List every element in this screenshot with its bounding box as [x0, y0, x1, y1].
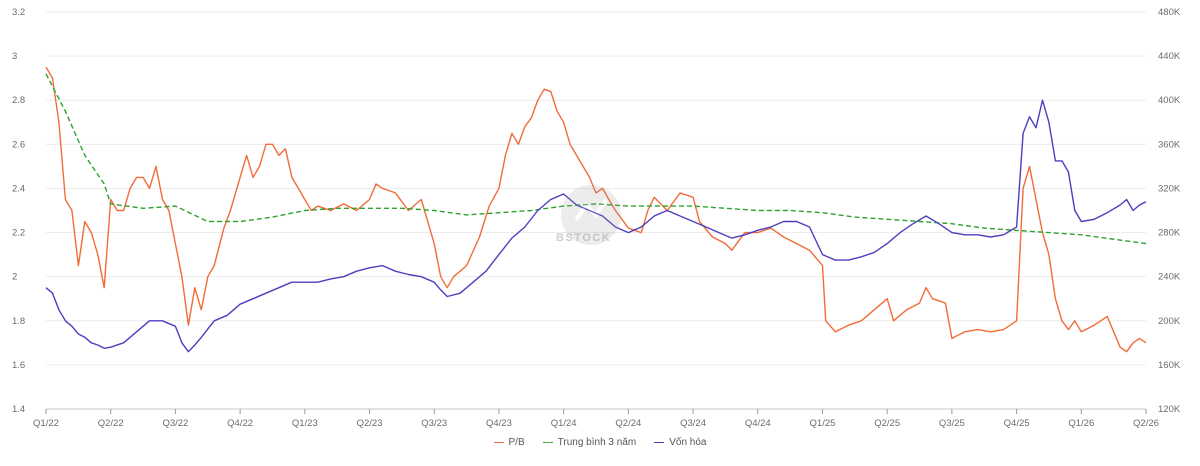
legend-item-market-cap[interactable]: Vốn hóa	[654, 437, 706, 448]
x-tick-label: Q1/22	[33, 418, 59, 429]
right-tick-label: 120K	[1158, 404, 1181, 415]
right-tick-label: 200K	[1158, 316, 1181, 327]
left-tick-label: 1.8	[12, 316, 25, 327]
x-tick-label: Q1/25	[810, 418, 836, 429]
legend-swatch-market-cap	[654, 442, 665, 443]
left-tick-label: 2.8	[12, 95, 25, 106]
legend-label-avg3y: Trung bình 3 năm	[557, 437, 637, 448]
right-tick-label: 480K	[1158, 7, 1181, 18]
series-line-2[interactable]	[45, 99, 1147, 353]
series-lines	[45, 66, 1147, 353]
series-line-1[interactable]	[45, 73, 1147, 245]
gridlines	[46, 11, 1146, 410]
right-tick-label: 280K	[1158, 228, 1181, 239]
legend-label-pb: P/B	[508, 437, 525, 448]
legend-item-pb[interactable]: P/B	[493, 437, 525, 448]
left-tick-label: 1.6	[12, 360, 25, 371]
x-tick-label: Q2/22	[98, 418, 124, 429]
x-tick-label: Q3/25	[939, 418, 965, 429]
x-tick-label: Q2/25	[874, 418, 900, 429]
x-tick-label: Q4/25	[1004, 418, 1030, 429]
left-tick-label: 2.4	[12, 183, 25, 194]
legend-item-avg3y[interactable]: Trung bình 3 năm	[542, 437, 637, 448]
x-tick-label: Q3/23	[421, 418, 447, 429]
left-tick-label: 1.4	[12, 404, 25, 415]
left-tick-label: 3.2	[12, 7, 25, 18]
x-tick-label: Q3/24	[680, 418, 706, 429]
legend-label-market-cap: Vốn hóa	[669, 437, 707, 448]
right-axis-ticks: 480K 440K 400K 360K 320K 280K 240K 200K 160K 120K	[1158, 7, 1181, 415]
left-axis-ticks: 3.2 3 2.8 2.6 2.4 2.2 2 1.8 1.6 1.4	[12, 7, 25, 415]
x-tick-label: Q3/22	[162, 418, 188, 429]
x-tick-label: Q1/26	[1068, 418, 1094, 429]
right-tick-label: 160K	[1158, 360, 1181, 371]
legend-swatch-pb	[493, 442, 504, 443]
x-tick-label: Q4/22	[227, 418, 253, 429]
x-tick-label: Q1/24	[551, 418, 577, 429]
legend-swatch-avg3y	[542, 442, 553, 443]
left-tick-label: 3	[12, 51, 17, 62]
left-tick-label: 2.2	[12, 228, 25, 239]
right-tick-label: 360K	[1158, 139, 1181, 150]
left-tick-label: 2	[12, 272, 17, 283]
x-tick-label: Q4/24	[745, 418, 771, 429]
x-tick-label: Q2/24	[615, 418, 641, 429]
right-tick-label: 400K	[1158, 95, 1181, 106]
watermark-logo-icon	[556, 180, 626, 250]
legend: P/B Trung bình 3 năm Vốn hóa	[0, 437, 1200, 448]
x-axis-ticks: Q1/22 Q2/22 Q3/22 Q4/22 Q1/23 Q2/23 Q3/23 Q4/23…	[33, 409, 1159, 429]
x-tick-label: Q2/26	[1133, 418, 1159, 429]
watermark-text: BSTOCK	[556, 232, 612, 244]
left-tick-label: 2.6	[12, 139, 25, 150]
right-tick-label: 320K	[1158, 183, 1181, 194]
x-tick-label: Q2/23	[357, 418, 383, 429]
x-tick-label: Q1/23	[292, 418, 318, 429]
series-line-0[interactable]	[45, 66, 1147, 353]
x-tick-label: Q4/23	[486, 418, 512, 429]
right-tick-label: 440K	[1158, 51, 1181, 62]
right-tick-label: 240K	[1158, 272, 1181, 283]
